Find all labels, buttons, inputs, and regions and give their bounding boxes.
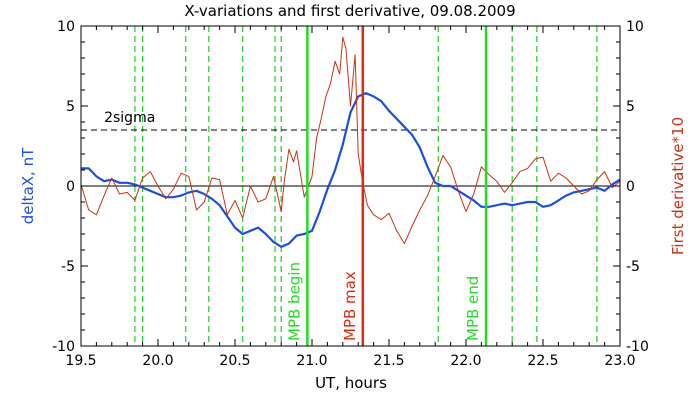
x-axis-title: UT, hours (315, 374, 387, 392)
x-tick-label-7: 23.0 (604, 353, 635, 369)
y-tick-label-right-0: -10 (626, 339, 649, 355)
x-tick-label-6: 22.5 (527, 353, 558, 369)
x-tick-label-2: 20.5 (219, 353, 250, 369)
threshold-label: 2sigma (104, 110, 155, 126)
y-tick-label-right-4: 10 (626, 19, 644, 35)
left-axis-title: deltaX, nT (19, 147, 37, 224)
x-tick-label-3: 21.0 (296, 353, 327, 369)
y-tick-label-left-0: -10 (52, 339, 75, 355)
y-tick-label-left-4: 10 (57, 19, 75, 35)
x-tick-label-5: 22.0 (450, 353, 481, 369)
x-tick-label-4: 21.5 (373, 353, 404, 369)
y-tick-label-left-2: 0 (66, 179, 75, 195)
x-tick-label-0: 19.5 (65, 353, 96, 369)
event-label-0: MPB begin (285, 262, 303, 341)
y-tick-label-left-3: 5 (66, 99, 75, 115)
y-tick-label-right-1: -5 (626, 259, 640, 275)
x-tick-label-1: 20.0 (142, 353, 173, 369)
y-tick-label-right-2: 0 (626, 179, 635, 195)
plot-area: 2sigma MPB begin MPB max MPB end 19.5 20.0 20.… (52, 19, 649, 369)
right-axis-title: First derivative*10 (669, 117, 687, 255)
deltaX-series-line (81, 92, 620, 248)
event-label-1: MPB max (341, 271, 359, 341)
y-tick-label-left-1: -5 (61, 259, 75, 275)
y-tick-label-right-3: 5 (626, 99, 635, 115)
event-label-2: MPB end (464, 276, 482, 341)
chart-title: X-variations and first derivative, 09.08… (184, 2, 515, 20)
derivative-series-line (81, 36, 620, 245)
